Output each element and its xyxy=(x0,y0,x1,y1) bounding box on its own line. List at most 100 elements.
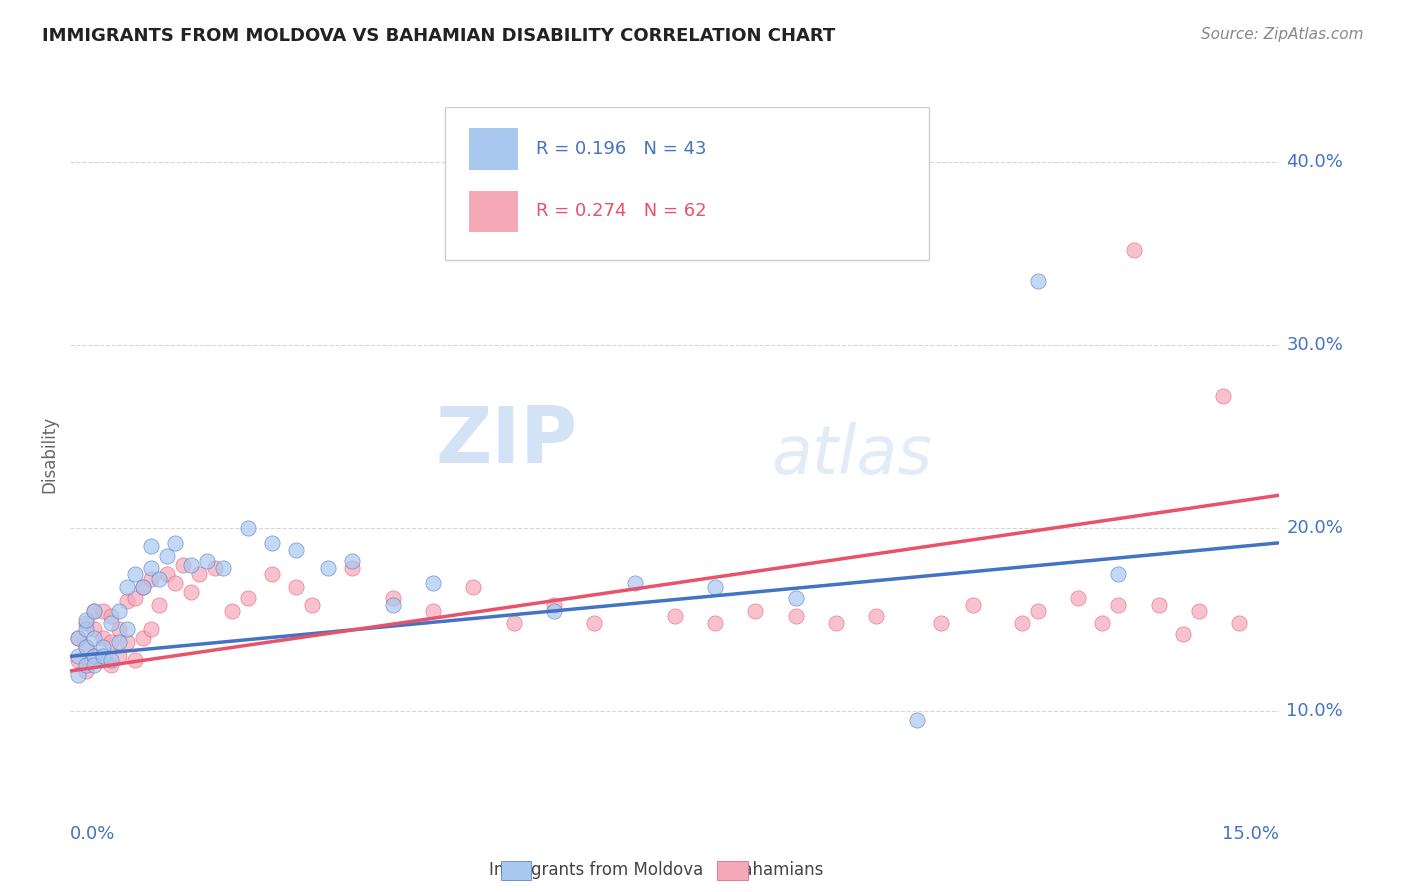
Point xyxy=(422,576,444,591)
Text: Source: ZipAtlas.com: Source: ZipAtlas.com xyxy=(1201,27,1364,42)
Text: Bahamians: Bahamians xyxy=(731,861,824,879)
Point xyxy=(100,653,122,667)
Point xyxy=(260,536,283,550)
FancyBboxPatch shape xyxy=(446,107,929,260)
Point xyxy=(172,558,194,572)
Point xyxy=(204,561,226,575)
Point xyxy=(75,640,97,655)
Point xyxy=(124,653,146,667)
Point xyxy=(316,561,339,575)
Point xyxy=(260,566,283,581)
Point xyxy=(75,622,97,636)
Point xyxy=(67,649,90,664)
FancyBboxPatch shape xyxy=(470,128,517,169)
Y-axis label: Disability: Disability xyxy=(41,417,59,493)
Text: 15.0%: 15.0% xyxy=(1222,825,1279,843)
FancyBboxPatch shape xyxy=(470,191,517,232)
Point xyxy=(107,603,129,617)
Point xyxy=(100,634,122,648)
Point xyxy=(115,580,138,594)
Point xyxy=(100,658,122,673)
Point xyxy=(704,616,727,631)
Point xyxy=(381,598,404,612)
Point xyxy=(91,631,114,645)
Point xyxy=(1091,616,1114,631)
Point xyxy=(139,622,162,636)
Text: atlas: atlas xyxy=(772,422,932,488)
Point xyxy=(583,616,606,631)
Point xyxy=(124,566,146,581)
Point xyxy=(1026,603,1049,617)
Point xyxy=(165,536,187,550)
Point xyxy=(463,580,485,594)
Point xyxy=(132,580,155,594)
Text: Immigrants from Moldova: Immigrants from Moldova xyxy=(489,861,703,879)
Point xyxy=(100,616,122,631)
Point xyxy=(1227,616,1250,631)
Point xyxy=(75,664,97,678)
Point xyxy=(132,580,155,594)
Text: 0.0%: 0.0% xyxy=(70,825,115,843)
Point xyxy=(1171,627,1194,641)
Point xyxy=(381,591,404,605)
Point xyxy=(67,631,90,645)
Point xyxy=(342,561,364,575)
Point xyxy=(67,653,90,667)
Point xyxy=(139,573,162,587)
Point xyxy=(83,622,105,636)
Point xyxy=(67,631,90,645)
Point xyxy=(1147,598,1170,612)
Point xyxy=(75,613,97,627)
Point xyxy=(91,603,114,617)
Point xyxy=(543,598,565,612)
Point xyxy=(124,591,146,605)
Point xyxy=(100,609,122,624)
Point xyxy=(1188,603,1211,617)
Point xyxy=(1011,616,1033,631)
Point xyxy=(91,649,114,664)
Point xyxy=(75,640,97,655)
Point xyxy=(212,561,235,575)
Point xyxy=(1107,566,1129,581)
Point xyxy=(91,653,114,667)
Point xyxy=(83,658,105,673)
Point xyxy=(83,649,105,664)
Point xyxy=(1026,274,1049,288)
Point xyxy=(107,622,129,636)
Point xyxy=(301,598,323,612)
Point xyxy=(422,603,444,617)
Point xyxy=(1067,591,1090,605)
Point xyxy=(156,566,179,581)
Point xyxy=(905,714,928,728)
Point xyxy=(236,521,259,535)
Point xyxy=(502,616,524,631)
Point xyxy=(342,554,364,568)
Point xyxy=(132,631,155,645)
Point xyxy=(962,598,984,612)
Text: ZIP: ZIP xyxy=(436,403,578,479)
Text: 40.0%: 40.0% xyxy=(1286,153,1343,171)
Point xyxy=(83,649,105,664)
Point xyxy=(623,576,645,591)
Point xyxy=(139,540,162,554)
Point xyxy=(107,649,129,664)
Text: 10.0%: 10.0% xyxy=(1286,702,1343,720)
Point xyxy=(156,549,179,563)
Point xyxy=(139,561,162,575)
Point xyxy=(107,634,129,648)
Point xyxy=(785,609,807,624)
Point xyxy=(115,594,138,608)
Point xyxy=(75,658,97,673)
Point xyxy=(785,591,807,605)
Point xyxy=(180,558,202,572)
Point xyxy=(285,580,308,594)
Point xyxy=(543,603,565,617)
Point xyxy=(75,616,97,631)
Point xyxy=(865,609,887,624)
Point xyxy=(83,631,105,645)
Point xyxy=(1123,243,1146,257)
Text: 20.0%: 20.0% xyxy=(1286,519,1343,537)
Point xyxy=(91,640,114,655)
Point xyxy=(165,576,187,591)
Point xyxy=(704,580,727,594)
